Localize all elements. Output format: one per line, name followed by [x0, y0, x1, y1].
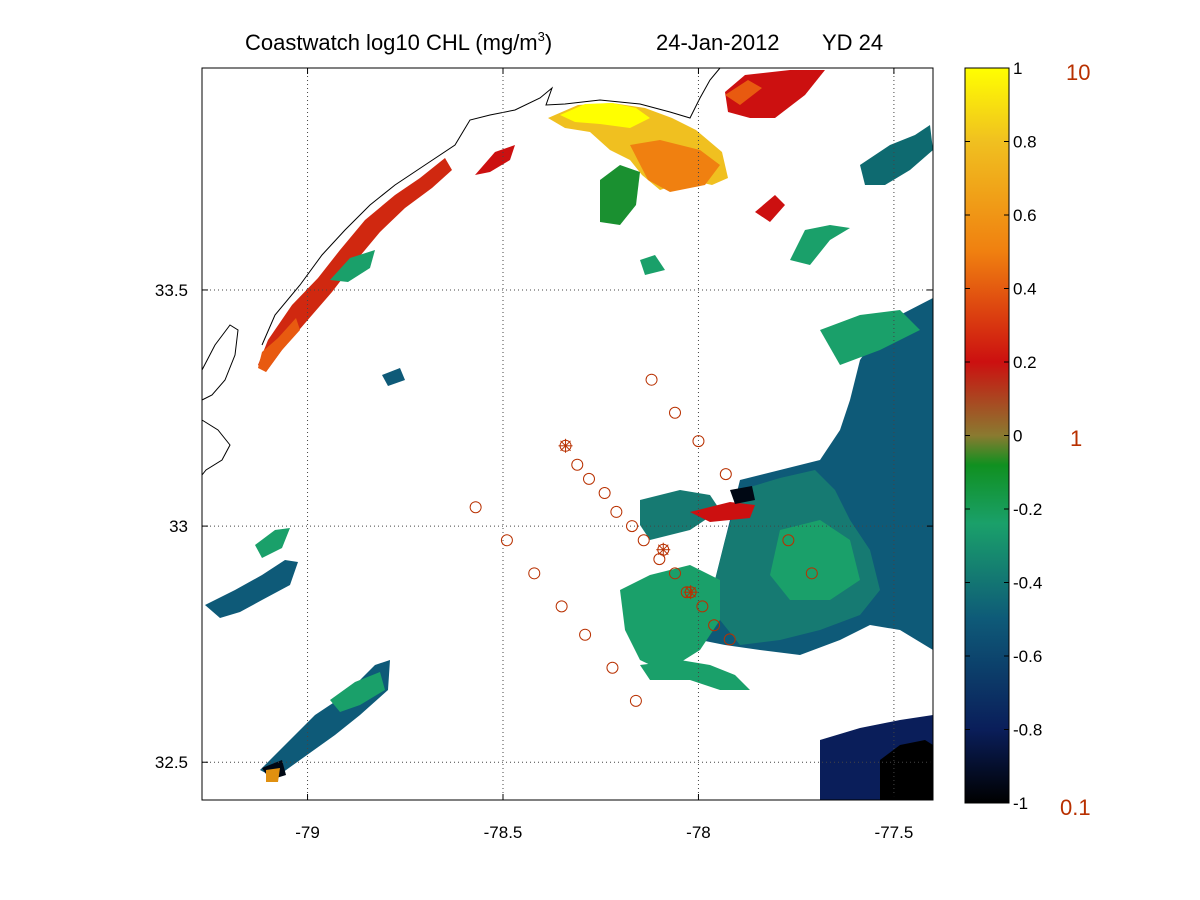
station-circle [719, 468, 732, 481]
map-frame [201, 67, 934, 801]
x-tick-label: -77.5 [875, 823, 914, 842]
station-star [656, 542, 671, 557]
station-circle [669, 406, 681, 419]
station-circle [579, 628, 592, 641]
linear-label-mid: 1 [1070, 426, 1082, 451]
station-circle [606, 661, 619, 674]
bloom-patch [690, 502, 755, 522]
bloom-patch [725, 80, 762, 105]
colorbar-tick-label: 0.4 [1013, 280, 1037, 299]
station-circle [669, 567, 681, 580]
chlorophyll-layer [205, 70, 933, 800]
colorbar-tick-label: -0.6 [1013, 647, 1042, 666]
station-star [683, 585, 698, 600]
x-tick-label: -78.5 [484, 823, 523, 842]
y-tick-label: 33.5 [155, 281, 188, 300]
bloom-patch [330, 250, 375, 282]
station-circle [469, 501, 482, 514]
y-tick-label: 33 [169, 517, 188, 536]
x-tick-label: -78 [686, 823, 711, 842]
bloom-patch [255, 528, 290, 558]
colorbar-tick-label: 0.2 [1013, 353, 1037, 372]
bloom-patch [640, 660, 750, 690]
station-circle [598, 487, 611, 500]
axis-ticks: -79 -78.5 -78 -77.5 32.5 33 33.5 [155, 68, 933, 842]
station-circle [723, 633, 736, 646]
map-background [202, 68, 933, 800]
colorbar-tick-label: -1 [1013, 794, 1028, 813]
colorbar: 1 0.8 0.6 0.4 0.2 0 -0.2 -0.4 -0.6 -0.8 -1 10 1 0.… [964, 59, 1091, 820]
station-circle [645, 373, 658, 386]
bloom-patch [640, 490, 720, 540]
station-circle [696, 600, 709, 613]
station-circle [610, 505, 623, 518]
colorbar-tick-label: 0 [1013, 427, 1022, 446]
station-circle [500, 534, 513, 547]
colorbar-tick-label: -0.4 [1013, 574, 1042, 593]
bloom-patch [258, 158, 452, 372]
bloom-patch [205, 560, 298, 618]
bloom-patch [475, 145, 515, 175]
bloom-patch [330, 672, 385, 712]
station-circle [692, 435, 705, 448]
y-tick-label: 32.5 [155, 753, 188, 772]
map-area: -79 -78.5 -78 -77.5 32.5 33 33.5 [155, 67, 934, 842]
bloom-patch [600, 165, 640, 225]
colorbar-tick-label: -0.8 [1013, 721, 1042, 740]
coastline [201, 67, 721, 476]
station-circle [528, 567, 541, 580]
station-circle [708, 619, 721, 632]
station-circle [626, 520, 638, 533]
bloom-patch [770, 520, 860, 600]
colorbar-tick-label: -0.2 [1013, 500, 1042, 519]
colorbar-tick-label: 0.6 [1013, 206, 1037, 225]
bloom-patch [560, 103, 650, 128]
bloom-patch [880, 740, 933, 800]
colorbar-tick-label: 0.8 [1013, 133, 1037, 152]
bloom-patch [790, 225, 850, 265]
bloom-patch [755, 195, 785, 222]
stations-layer [469, 373, 818, 707]
station-star [558, 438, 573, 453]
station-circle [782, 534, 795, 547]
linear-label-low: 0.1 [1060, 795, 1091, 820]
title-date: 24-Jan-2012 [656, 30, 780, 55]
station-circle [555, 600, 568, 613]
bloom-patch [630, 140, 720, 192]
chart-title: Coastwatch log10 CHL (mg/m3) [245, 29, 552, 55]
station-circle [805, 567, 818, 580]
station-circle [571, 458, 584, 471]
bloom-patch [640, 255, 665, 275]
colorbar-ticks: 1 0.8 0.6 0.4 0.2 0 -0.2 -0.4 -0.6 -0.8 -1 [965, 59, 1042, 813]
bloom-patch [820, 310, 920, 365]
colorbar-gradient [964, 67, 1010, 804]
x-tick-label: -79 [295, 823, 320, 842]
linear-label-high: 10 [1066, 60, 1090, 85]
station-circle [637, 534, 650, 547]
bloom-patch [730, 486, 755, 504]
station-circle [583, 472, 595, 485]
bloom-patch [860, 125, 933, 185]
colorbar-tick-label: 1 [1013, 59, 1022, 78]
station-circle [629, 694, 642, 707]
bloom-patch [258, 318, 300, 372]
bloom-patch [266, 768, 280, 782]
title-yearday: YD 24 [822, 30, 883, 55]
bloom-patch [382, 368, 405, 386]
